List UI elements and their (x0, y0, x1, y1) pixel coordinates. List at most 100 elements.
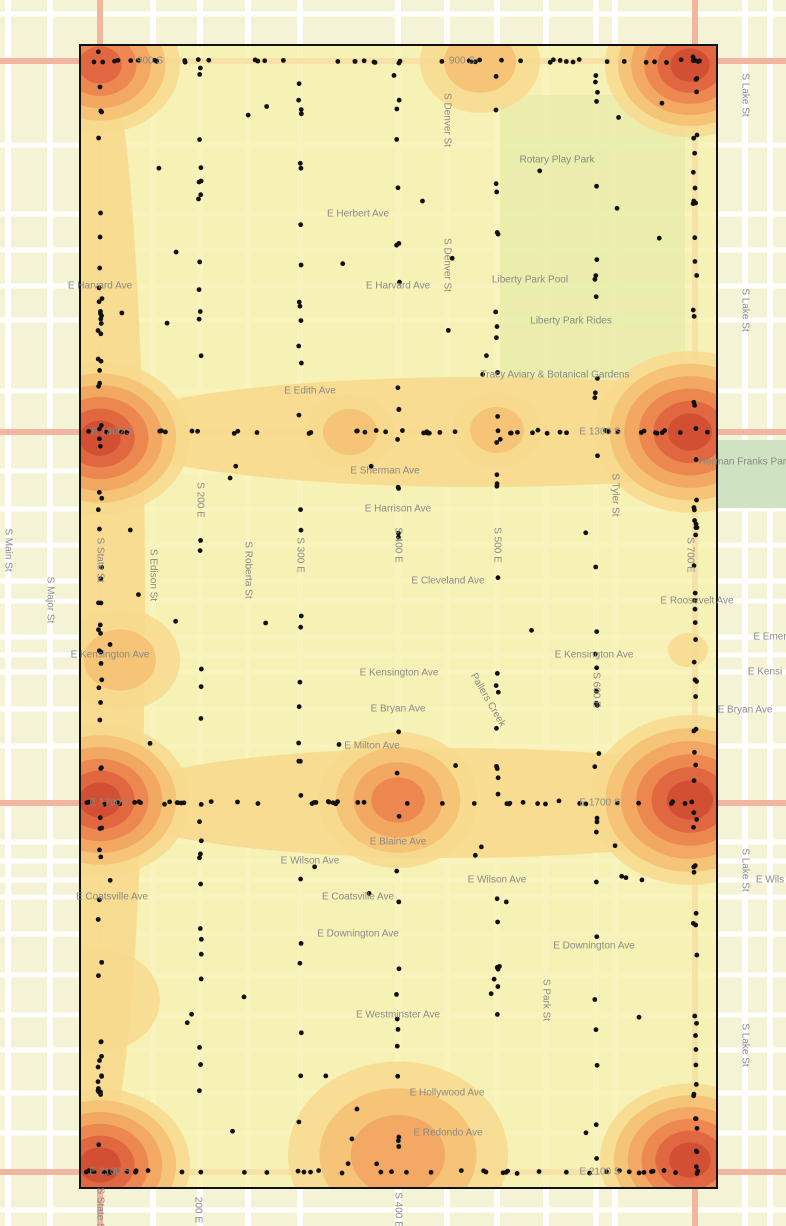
crash-point (115, 800, 121, 806)
crash-point (298, 107, 304, 113)
crash-point (636, 800, 641, 806)
crash-point (439, 801, 445, 806)
crash-point (397, 58, 403, 64)
crash-point (656, 235, 662, 241)
crash-point (493, 181, 499, 187)
crash-point (298, 262, 304, 268)
crash-point (570, 59, 576, 65)
crash-point (98, 309, 103, 314)
crash-point (198, 976, 204, 982)
map-label: E 2100 S (89, 1167, 130, 1178)
crash-point (395, 1138, 401, 1144)
crash-point (494, 896, 500, 902)
heat-band (80, 45, 145, 1160)
crash-point (592, 651, 598, 657)
crash-point (493, 73, 499, 79)
crash-point (404, 800, 410, 806)
crash-point (593, 829, 599, 835)
crash-point (242, 1169, 247, 1175)
map-label: S Denver St (441, 93, 452, 147)
heat-ring (668, 413, 712, 451)
crash-point (99, 765, 104, 771)
heat-layer (80, 45, 717, 1188)
crash-point (695, 1168, 701, 1174)
map-label: E Edith Ave (284, 386, 336, 397)
crash-point (694, 1020, 699, 1026)
crash-point (619, 873, 625, 879)
crash-point (198, 881, 204, 887)
crash-point (593, 688, 599, 694)
crash-point (472, 59, 478, 65)
crash-point (705, 429, 710, 435)
crash-point (543, 801, 548, 807)
map-label: E Wilson Ave (468, 875, 527, 886)
crash-point (494, 189, 500, 195)
map-label: E Harvard Ave (366, 281, 431, 292)
crash-point (592, 395, 598, 401)
crash-point (692, 235, 698, 241)
crash-point (583, 1130, 589, 1136)
crash-point (396, 97, 402, 103)
crash-point (135, 58, 141, 63)
crash-point (96, 1086, 101, 1091)
map-label: E Harvard Ave (68, 281, 133, 292)
crash-point (197, 137, 202, 142)
crash-point (196, 196, 201, 202)
crash-point (626, 1169, 632, 1175)
crash-point (536, 1169, 542, 1174)
map-label: E Downington Ave (553, 941, 635, 952)
crash-point (595, 89, 600, 95)
crash-point (198, 165, 204, 171)
crash-point (197, 259, 203, 265)
crash-point (96, 135, 102, 141)
crash-point (612, 843, 618, 849)
crash-point (298, 111, 304, 117)
crash-point (133, 1169, 138, 1175)
map-label: Rotary Play Park (519, 155, 595, 166)
crash-point (495, 775, 501, 781)
crash-point (182, 58, 188, 63)
crash-point (592, 997, 598, 1002)
crash-point (97, 847, 102, 853)
crash-point (298, 940, 304, 946)
crash-point (298, 1030, 304, 1036)
crash-point (198, 684, 204, 690)
crash-point (355, 800, 361, 805)
crash-point (99, 1053, 104, 1059)
study-area-border (79, 44, 718, 1189)
liberty-park (500, 95, 685, 395)
crash-point (650, 1168, 656, 1174)
crash-point (297, 679, 303, 685)
crash-point (617, 1168, 622, 1173)
crash-point (394, 242, 399, 248)
map-label: 200 E (192, 1197, 203, 1223)
crash-point (481, 1168, 486, 1174)
crash-point (557, 58, 563, 63)
crash-point (593, 879, 599, 885)
crash-point (97, 368, 103, 373)
crash-point (692, 402, 698, 408)
crash-point (154, 58, 159, 64)
crash-point (691, 1091, 697, 1097)
map-label: E 1300 S (91, 427, 132, 438)
crash-point (298, 527, 304, 533)
crash-point (197, 926, 203, 931)
crash-point (196, 316, 202, 322)
crash-point (136, 799, 142, 805)
crash-point (124, 430, 130, 435)
crash-point (615, 429, 621, 435)
crash-point (564, 430, 569, 436)
crash-point (692, 590, 698, 596)
crash-point (296, 81, 302, 87)
crash-point (296, 97, 302, 103)
map-label: E Sherman Ave (350, 466, 420, 477)
crash-point (98, 331, 104, 337)
crash-point (208, 799, 214, 804)
crash-point (99, 959, 105, 965)
crash-points (83, 49, 710, 1176)
crash-point (99, 313, 104, 319)
crash-point (669, 801, 674, 806)
crash-point (98, 630, 103, 636)
crash-point (298, 876, 304, 882)
map-label: E Roosevelt Ave (660, 596, 734, 607)
